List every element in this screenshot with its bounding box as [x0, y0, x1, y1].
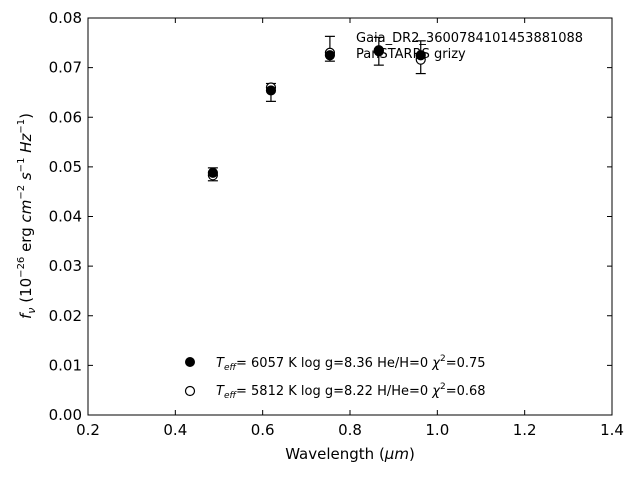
marker-filled-point	[265, 85, 277, 96]
y-axis-title: fν (10−26 erg cm−2 s−1 Hz−1)	[16, 113, 38, 319]
y-tick-label: 0.00	[49, 406, 82, 424]
y-tick-label: 0.04	[49, 208, 82, 226]
annotation-target-name: Gaia_DR2_3600784101453881088	[356, 31, 583, 46]
y-tick-label: 0.02	[49, 307, 82, 325]
x-axis-title: Wavelength (μm)	[285, 445, 415, 463]
marker-filled-point	[324, 50, 336, 61]
marker-filled-point	[415, 50, 426, 61]
legend: Teff= 6057 K log g=8.36 He/H=0 χ2=0.75 T…	[184, 354, 486, 401]
legend-marker-filled	[185, 357, 195, 367]
x-tick-label: 0.8	[338, 421, 362, 439]
data-markers	[207, 45, 426, 181]
y-tick-label: 0.03	[49, 257, 82, 275]
x-tick-label: 1.2	[513, 421, 537, 439]
y-tick-label: 0.06	[49, 108, 82, 126]
y-tick-label: 0.08	[49, 9, 82, 27]
axis-ticks	[87, 17, 613, 416]
x-tick-label: 1.0	[425, 421, 449, 439]
annotation-survey: PanSTARRS grizy	[356, 47, 466, 62]
y-tick-label: 0.01	[49, 356, 82, 374]
x-tick-label: 0.4	[163, 421, 187, 439]
legend-marker-open	[184, 385, 196, 397]
x-tick-label: 0.2	[76, 421, 100, 439]
axis-tick-labels: 0.2 0.4 0.6 0.8 1.0 1.2 1.4 0.00 0.01 0.02 0.03 0.0…	[49, 9, 624, 439]
y-tick-label: 0.05	[49, 158, 82, 176]
marker-filled-point	[373, 46, 384, 57]
x-tick-label: 1.4	[600, 421, 624, 439]
y-tick-label: 0.07	[49, 59, 82, 77]
marker-filled-point	[207, 167, 218, 178]
legend-label-series-2: Teff= 5812 K log g=8.22 H/He=0 χ2=0.68	[216, 382, 486, 401]
legend-label-series-1: Teff= 6057 K log g=8.36 He/H=0 χ2=0.75	[216, 354, 486, 373]
x-tick-label: 0.6	[251, 421, 275, 439]
